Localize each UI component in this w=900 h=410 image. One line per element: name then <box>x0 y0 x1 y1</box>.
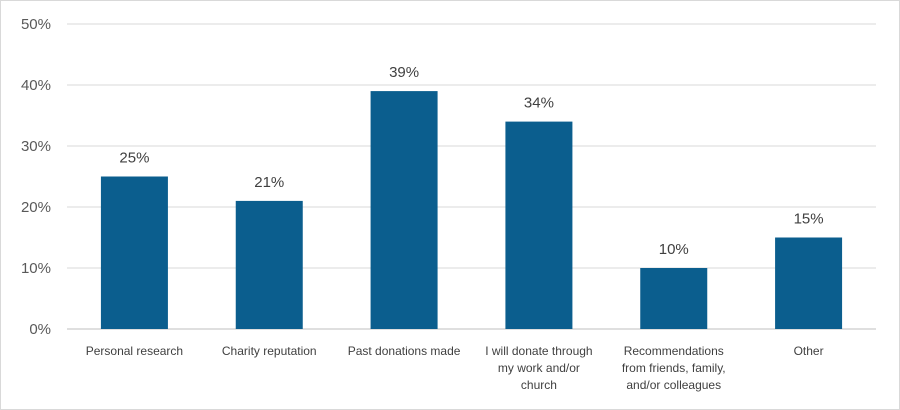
category-labels: Personal research Charity reputation Past … <box>86 344 824 392</box>
category-label: Personal research <box>86 344 183 358</box>
category-label: I will donate through my work and/or churc… <box>485 344 592 392</box>
category-label: Charity reputation <box>222 344 317 358</box>
bars <box>100 91 843 329</box>
data-labels: 25% 21% 39% 34% 10% 15% <box>119 64 823 258</box>
bar <box>370 91 438 329</box>
data-label: 39% <box>389 64 419 81</box>
bar <box>505 121 573 329</box>
y-tick-label: 40% <box>21 77 51 94</box>
bar <box>775 237 843 329</box>
data-label: 34% <box>524 95 554 112</box>
y-tick-label: 0% <box>29 321 51 338</box>
y-axis-ticks: 0% 10% 20% 30% 40% 50% <box>21 16 51 338</box>
bar <box>235 200 303 329</box>
category-label: Recommendations from friends, family, and/… <box>622 344 726 392</box>
data-label: 10% <box>659 241 689 258</box>
data-label: 25% <box>119 150 149 167</box>
y-tick-label: 10% <box>21 260 51 277</box>
y-tick-label: 50% <box>21 16 51 33</box>
y-tick-label: 30% <box>21 138 51 155</box>
gridlines <box>67 23 876 330</box>
bar <box>100 176 168 329</box>
y-tick-label: 20% <box>21 199 51 216</box>
data-label: 21% <box>254 174 284 191</box>
category-label: Other <box>794 344 824 358</box>
data-label: 15% <box>794 211 824 228</box>
category-label: Past donations made <box>348 344 461 358</box>
bar <box>640 268 708 329</box>
